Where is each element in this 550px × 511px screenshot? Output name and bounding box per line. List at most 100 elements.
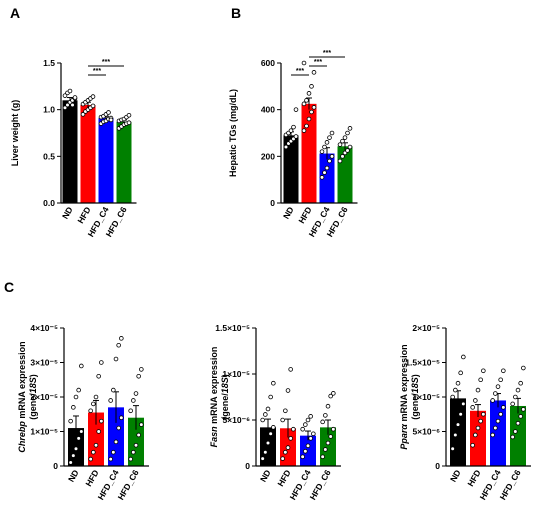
data-point [116, 425, 121, 431]
data-point [478, 377, 483, 383]
data-point [347, 126, 353, 131]
data-point [329, 154, 335, 159]
category-label-hfd: HFD [275, 468, 292, 488]
bar-nd [283, 135, 299, 203]
panel-letter-a: A [10, 5, 20, 21]
y-tick-label: 1.5×10⁻⁵ [215, 323, 250, 333]
data-point [510, 401, 515, 407]
data-point [490, 432, 495, 438]
data-point [70, 102, 75, 108]
data-point [268, 431, 273, 437]
category-label-nd: ND [448, 468, 463, 484]
bar-nd [62, 100, 78, 203]
data-point [113, 356, 119, 362]
data-point [323, 447, 328, 452]
data-point [139, 422, 144, 427]
data-point [322, 144, 327, 150]
data-point [324, 165, 330, 171]
chart-panel-c1: CND HFDHFD_C4HFD_C601×10⁻⁵2×10⁻⁵3×10⁻⁵4×1… [4, 279, 149, 502]
bar-hfd-c6 [116, 121, 132, 203]
data-point [470, 405, 475, 410]
data-point [79, 363, 84, 369]
data-point [493, 391, 498, 396]
data-point [498, 411, 503, 417]
data-point [76, 436, 81, 441]
y-axis-label-text: mRNA expression [17, 341, 27, 421]
y-axis-label: Hepatic TGs (mg/dL) [228, 89, 238, 177]
y-tick-label: 0 [270, 198, 275, 208]
data-point [291, 124, 296, 130]
y-tick-label: 400 [261, 105, 275, 115]
category-label-hfd: HFD [465, 468, 482, 488]
data-point [260, 417, 265, 423]
category-label-hfd: HFD [75, 205, 92, 225]
data-point [293, 107, 299, 112]
data-point [106, 110, 111, 115]
data-point [303, 448, 308, 454]
data-point [265, 440, 271, 446]
y-axis-label-close: ) [410, 374, 420, 377]
data-point [71, 453, 76, 458]
data-point [501, 405, 506, 410]
data-point [518, 380, 523, 386]
y-axis-label-line2: (gene/18S) [410, 374, 420, 420]
data-point [88, 456, 93, 462]
data-point [495, 418, 501, 424]
data-point [126, 112, 132, 118]
data-point [513, 394, 518, 400]
bar-hfd [80, 105, 96, 203]
y-tick-label: 5×10⁻⁶ [412, 427, 440, 437]
y-tick-label: 1.5 [43, 58, 55, 68]
data-point [291, 426, 296, 432]
data-point [327, 135, 332, 140]
data-point [76, 387, 81, 393]
significance-label: *** [314, 59, 322, 66]
data-point [498, 377, 503, 383]
y-axis-label: Chrebp mRNA expression [17, 341, 27, 452]
y-tick-label: 1×10⁻⁵ [30, 427, 58, 437]
bar-nd [260, 427, 276, 466]
data-point [108, 117, 114, 123]
data-point [288, 128, 294, 133]
y-axis-label: Fasn mRNA expression [209, 347, 219, 448]
category-label-nd: ND [60, 205, 75, 221]
category-label-nd: ND [66, 468, 81, 484]
data-point [319, 149, 325, 154]
panel-letter-c1: C [4, 279, 14, 295]
data-point [65, 102, 70, 108]
y-tick-label: 2×10⁻⁵ [30, 392, 58, 402]
data-point [131, 398, 136, 403]
data-point [453, 432, 458, 438]
data-point [91, 449, 96, 455]
data-point [493, 425, 498, 431]
data-point [490, 398, 495, 403]
y-axis-label-ref: 18S [410, 377, 420, 393]
data-point [73, 446, 79, 452]
bar-hfd [470, 410, 486, 466]
data-point [280, 417, 285, 423]
data-point [345, 148, 350, 153]
data-point [139, 367, 144, 372]
significance-label: *** [102, 59, 110, 66]
data-point [71, 405, 76, 410]
y-tick-label: 0 [53, 461, 58, 471]
data-point [93, 394, 99, 400]
data-point [72, 95, 78, 100]
panel-letter-b: B [231, 5, 241, 21]
data-point [90, 103, 96, 109]
data-point [68, 460, 73, 465]
data-point [311, 105, 317, 110]
data-point [340, 138, 345, 144]
data-point [306, 116, 312, 122]
data-point [119, 415, 124, 421]
data-point [304, 98, 309, 103]
data-point [128, 408, 133, 414]
y-tick-label: 1.0 [43, 105, 55, 115]
data-point [510, 434, 515, 440]
data-point [133, 391, 139, 396]
data-point [345, 130, 350, 136]
y-axis-label-line2: (gene/18S) [28, 374, 38, 420]
y-axis-label-gene: Chrebp [17, 421, 27, 453]
data-point [263, 412, 268, 417]
data-point [328, 434, 333, 439]
